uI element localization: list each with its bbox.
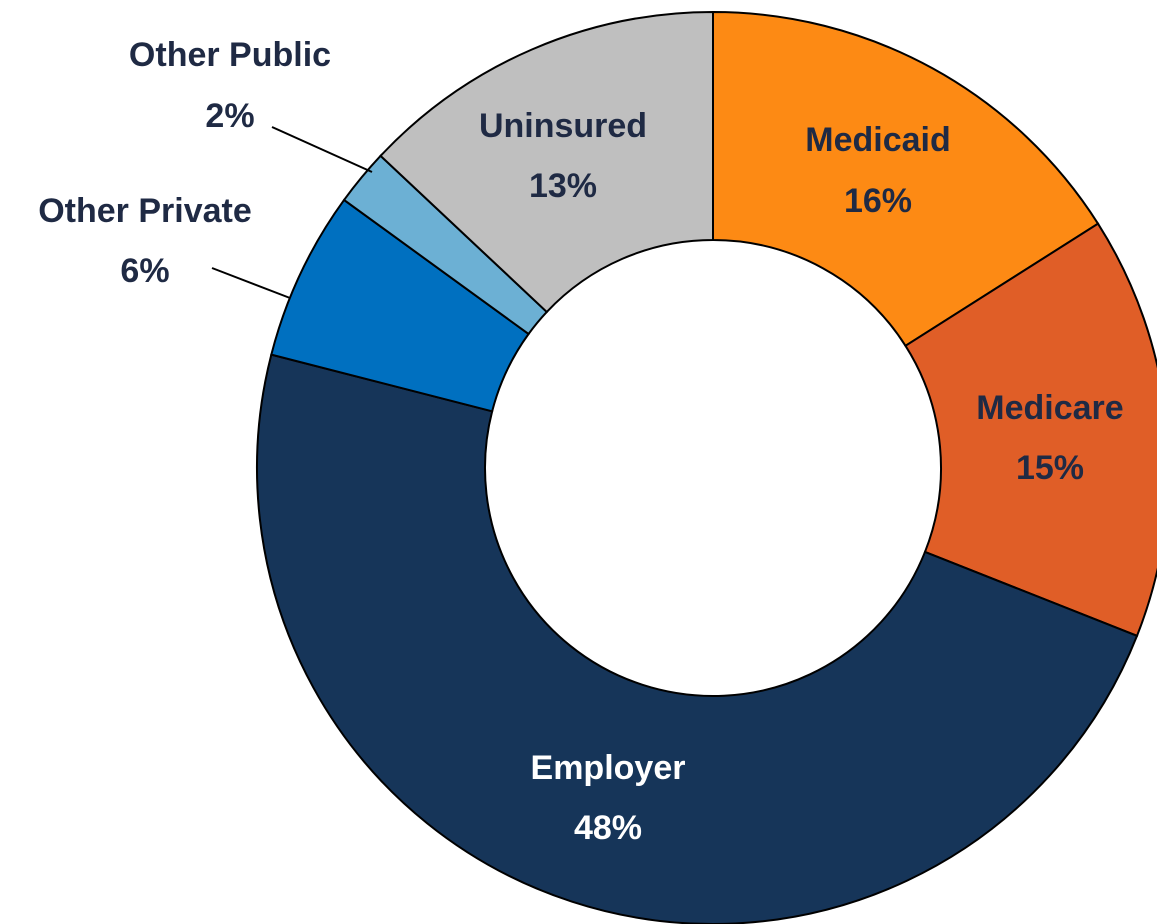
slice-value-label: 2% (205, 97, 254, 135)
leader-line (271, 126, 373, 173)
slice-label: Employer (531, 749, 686, 787)
slice-label: Other Public (129, 36, 331, 74)
leader-line (211, 267, 291, 299)
slice (256, 353, 1139, 924)
slice-label: Medicare (976, 389, 1123, 427)
slice-value-label: 15% (1016, 449, 1084, 487)
slice (712, 10, 1100, 348)
slice-value-label: 6% (120, 252, 169, 290)
slice (904, 222, 1157, 638)
slice-label: Medicaid (805, 121, 950, 159)
slice-value-label: 16% (844, 182, 912, 220)
slice-value-label: 13% (529, 167, 597, 205)
slice-label: Uninsured (479, 107, 647, 145)
slice-label: Other Private (38, 192, 252, 230)
slice (379, 10, 714, 314)
slice-value-label: 48% (574, 809, 642, 847)
